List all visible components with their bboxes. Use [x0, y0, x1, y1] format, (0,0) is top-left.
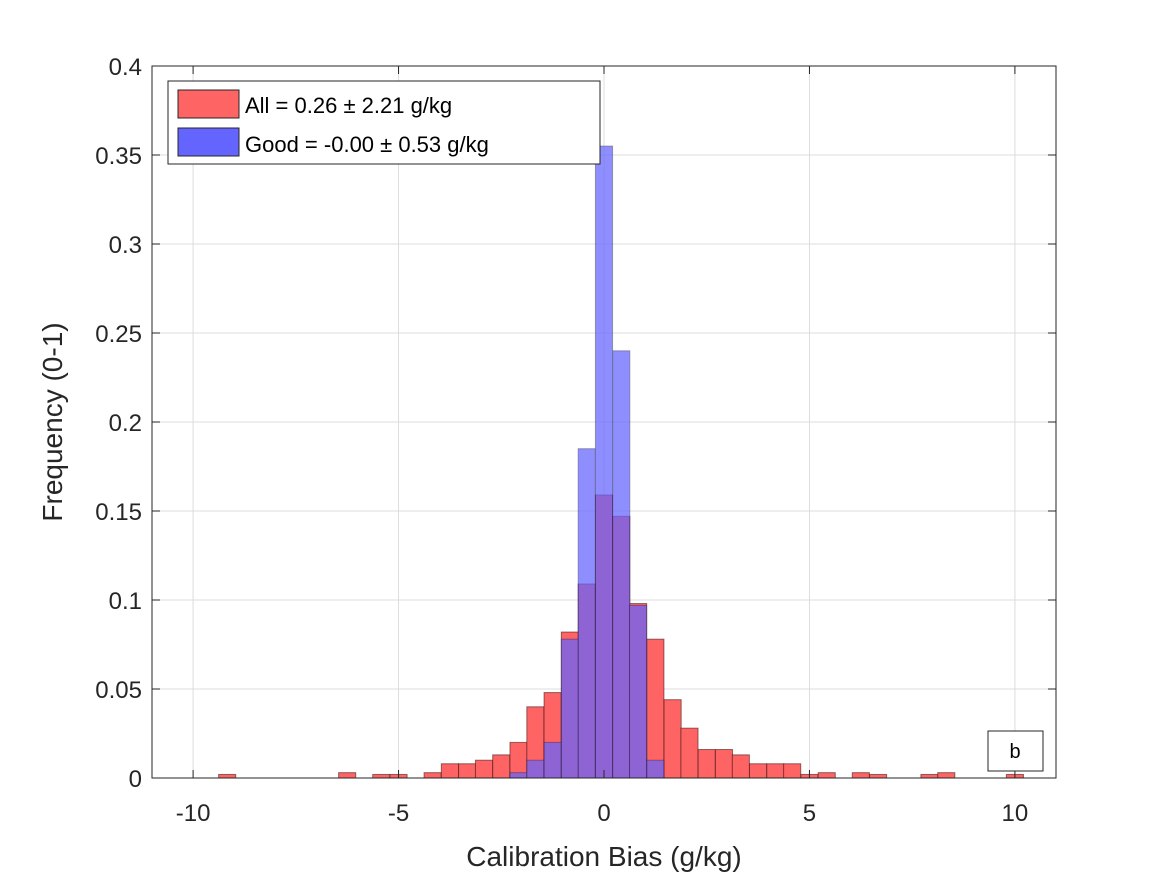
x-tick-label: -10: [176, 800, 211, 827]
bar-good: [560, 638, 579, 779]
bar-all: [851, 772, 870, 779]
bar-all: [218, 773, 237, 779]
bar-all: [920, 773, 939, 779]
panel-label-frame: [987, 730, 1044, 772]
bar-all: [783, 763, 802, 779]
legend-swatch-good: [177, 127, 240, 157]
bar-all: [749, 763, 768, 779]
y-tick-label: 0.1: [109, 588, 142, 615]
bar-all: [338, 772, 357, 779]
bar-all: [680, 727, 699, 779]
bar-all: [663, 699, 682, 779]
bar-good: [543, 741, 562, 779]
bar-good: [594, 145, 614, 779]
y-tick-label: 0.2: [109, 410, 142, 437]
legend-label-good: Good = -0.00 ± 0.53 g/kg: [245, 132, 489, 157]
bar-good: [612, 350, 631, 779]
x-tick-label: -5: [388, 800, 409, 827]
bar-good: [646, 759, 665, 779]
bar-all: [869, 773, 888, 779]
axis-ticks: [152, 65, 1056, 779]
y-tick-label: 0: [129, 766, 142, 793]
y-tick-label: 0.35: [95, 143, 142, 170]
y-tick-label: 0.05: [95, 677, 142, 704]
bar-all: [423, 772, 442, 779]
bar-all: [474, 759, 494, 779]
bar-all: [440, 763, 459, 779]
y-tick-labels: 0 0.05 0.1 0.15 0.2 0.25 0.3 0.35 0.4: [95, 54, 142, 793]
bar-all: [937, 772, 956, 779]
x-tick-labels: -10 -5 0 5 10: [176, 800, 1029, 827]
x-axis-title: Calibration Bias (g/kg): [466, 841, 741, 872]
bar-good: [509, 772, 528, 779]
bar-all: [697, 749, 716, 779]
bar-all: [646, 638, 665, 779]
legend-swatch-all: [177, 89, 240, 119]
bar-all: [458, 763, 477, 779]
x-tick-label: 0: [597, 800, 610, 827]
panel-label-box: b: [987, 730, 1044, 772]
bar-good: [577, 448, 596, 779]
bar-all: [372, 773, 391, 779]
bar-all: [492, 754, 511, 779]
y-tick-label: 0.4: [109, 54, 142, 81]
x-tick-label: 10: [1002, 800, 1029, 827]
x-tick-label: 5: [803, 800, 816, 827]
y-tick-label: 0.3: [109, 232, 142, 259]
bar-all: [714, 749, 734, 779]
y-tick-label: 0.25: [95, 321, 142, 348]
plot-frame: [151, 65, 1057, 779]
legend-box: [167, 80, 601, 165]
bar-good: [526, 759, 545, 779]
legend-label-all: All = 0.26 ± 2.21 g/kg: [245, 93, 452, 118]
bar-all: [731, 754, 750, 779]
y-tick-label: 0.15: [95, 499, 142, 526]
bar-all: [766, 763, 785, 779]
bar-all: [817, 772, 836, 779]
y-axis-title: Frequency (0-1): [37, 322, 68, 521]
bar-good: [629, 604, 648, 779]
panel-label: b: [1009, 741, 1020, 763]
legend: All = 0.26 ± 2.21 g/kg Good = -0.00 ± 0.…: [167, 80, 601, 165]
